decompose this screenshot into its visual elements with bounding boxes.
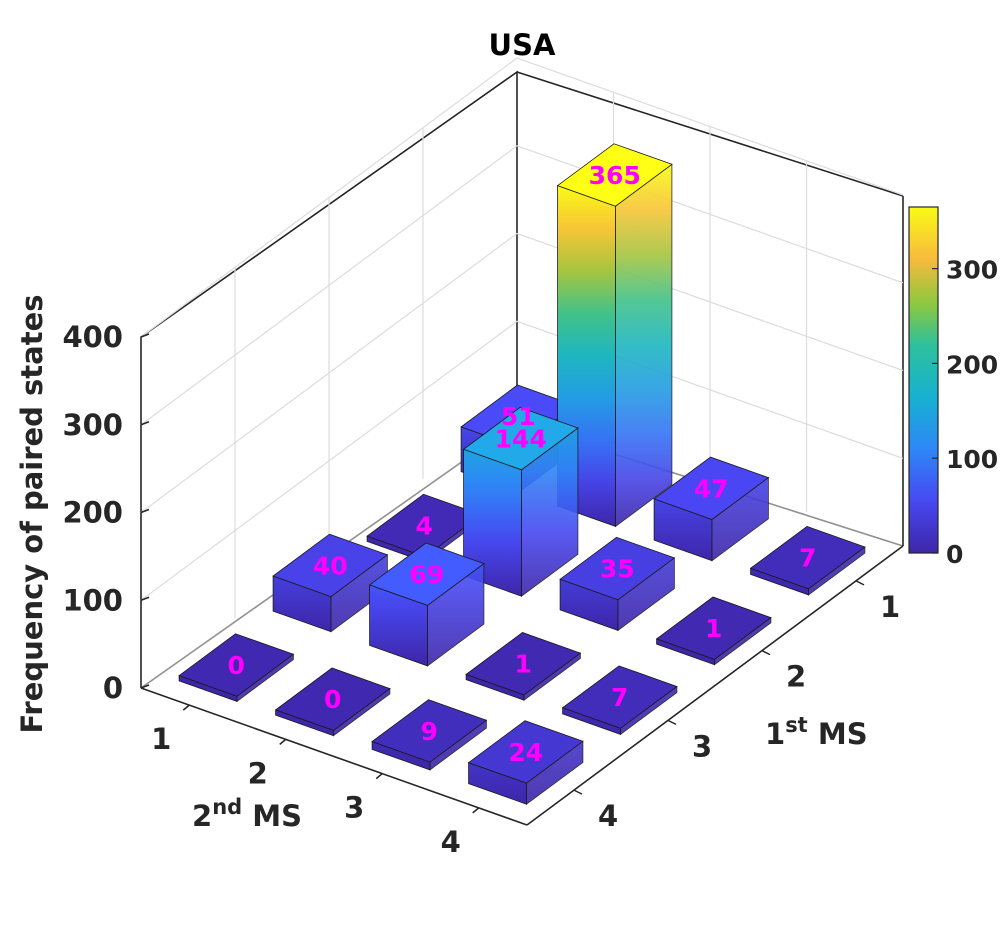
y-tick-mark (573, 789, 583, 795)
colorbar-ticks: 0 100 200 300 (932, 256, 998, 569)
z-tick-mark (140, 421, 150, 426)
bar-value-label: 40 (313, 551, 348, 580)
colorbar: 0 100 200 300 (908, 206, 998, 569)
z-tick-mark (140, 508, 150, 514)
bar-value-label: 51 (501, 402, 536, 431)
bar-value-label: 7 (611, 683, 628, 712)
bar-top-face (465, 632, 582, 696)
bar-top-face (561, 665, 678, 729)
x-label-rest: MS (242, 799, 302, 833)
z-tick-mark (140, 596, 150, 601)
y-label-sup: st (785, 713, 808, 737)
bar-top-face (274, 667, 391, 731)
x-tick-label: 1 (151, 722, 171, 756)
bar-value-label: 0 (228, 651, 245, 680)
bar-value-label: 365 (589, 161, 641, 190)
x-axis-ticks: 1 2 3 4 (151, 704, 480, 859)
bar-top-face (368, 542, 485, 606)
bar-value-label: 144 (495, 425, 547, 454)
bar-side-face (615, 163, 673, 528)
x-tick-label: 3 (344, 791, 364, 825)
bar-value-label: 1 (705, 614, 722, 643)
colorbar-tick-label: 0 (946, 540, 963, 569)
z-gridline (140, 232, 904, 513)
bar-value-label: 0 (324, 685, 341, 714)
bar-top-face (653, 456, 770, 520)
y-tick-mark (855, 580, 865, 586)
bar-top-face (272, 533, 389, 598)
bar (371, 699, 488, 771)
y-label-base: 1 (765, 717, 785, 751)
z-tick-label: 200 (62, 496, 123, 530)
bar (655, 596, 772, 666)
y-tick-label: 4 (598, 799, 618, 833)
bar-value-label: 69 (409, 560, 444, 589)
colorbar-tick-label: 200 (946, 350, 998, 379)
bar-value-label: 9 (421, 717, 438, 746)
colorbar-gradient (908, 206, 939, 554)
bar-top-face (467, 720, 584, 784)
bar (368, 542, 485, 667)
z-gridline (140, 145, 904, 426)
bar (465, 632, 582, 701)
bar-top-face (749, 525, 866, 590)
bar (559, 536, 676, 632)
bar (272, 533, 389, 633)
z-tick-label: 300 (62, 408, 123, 442)
bar-top-face (655, 596, 772, 660)
bar-value-label: 47 (694, 474, 729, 503)
x-tick-label: 2 (248, 756, 268, 790)
colorbar-tick-label: 300 (946, 256, 998, 285)
z-axis-ticks: 0 100 200 300 400 (62, 320, 150, 705)
y-label-rest: MS (808, 717, 868, 751)
y-axis-line (526, 545, 904, 826)
bar-value-label: 1 (515, 650, 532, 679)
bar-top-face (559, 536, 676, 601)
bars-layer (178, 143, 866, 805)
x-tick-label: 4 (441, 825, 461, 859)
colorbar-tick-label: 100 (946, 445, 998, 474)
x-tick-mark (279, 738, 287, 745)
bar (653, 456, 770, 562)
bar-value-label: 4 (416, 511, 433, 540)
z-tick-label: 400 (62, 320, 123, 354)
y-tick-label: 1 (880, 590, 900, 624)
y-tick-label: 3 (692, 729, 712, 763)
bar (467, 720, 584, 805)
bar-value-label: 24 (508, 738, 543, 767)
bar-value-label: 35 (600, 555, 635, 584)
bar (178, 633, 295, 703)
x-axis-label: 2nd MS (192, 795, 302, 833)
z-gridline (140, 57, 904, 338)
y-tick-mark (761, 649, 771, 656)
z-gridline (140, 320, 904, 601)
bar (561, 665, 678, 736)
x-axis-line (140, 687, 528, 826)
y-tick-label: 2 (786, 660, 806, 694)
bar-top-face (371, 699, 488, 763)
z-tick-label: 0 (103, 671, 123, 705)
z-tick-mark (140, 684, 150, 689)
bar-value-label: 7 (799, 544, 816, 573)
bar-value-labels: 51 365 47 7 4 144 35 1 40 69 1 7 0 0 9 24 (228, 161, 817, 767)
bar-top-face (462, 406, 579, 471)
bar (462, 406, 579, 597)
y-tick-mark (667, 719, 677, 726)
chart-title: USA (489, 28, 556, 62)
x-label-base: 2 (192, 799, 212, 833)
x-tick-mark (375, 773, 383, 780)
x-tick-mark (472, 807, 480, 814)
z-axis-label: Frequency of paired states (15, 294, 49, 733)
x-label-sup: nd (212, 795, 242, 819)
x-tick-mark (182, 704, 190, 711)
y-axis-label: 1st MS (765, 713, 868, 751)
bar (749, 525, 866, 596)
z-tick-label: 100 (62, 583, 123, 617)
bar (274, 667, 391, 737)
bar-top-face (556, 143, 673, 207)
z-tick-mark (140, 333, 150, 338)
bar-top-face (178, 633, 295, 697)
